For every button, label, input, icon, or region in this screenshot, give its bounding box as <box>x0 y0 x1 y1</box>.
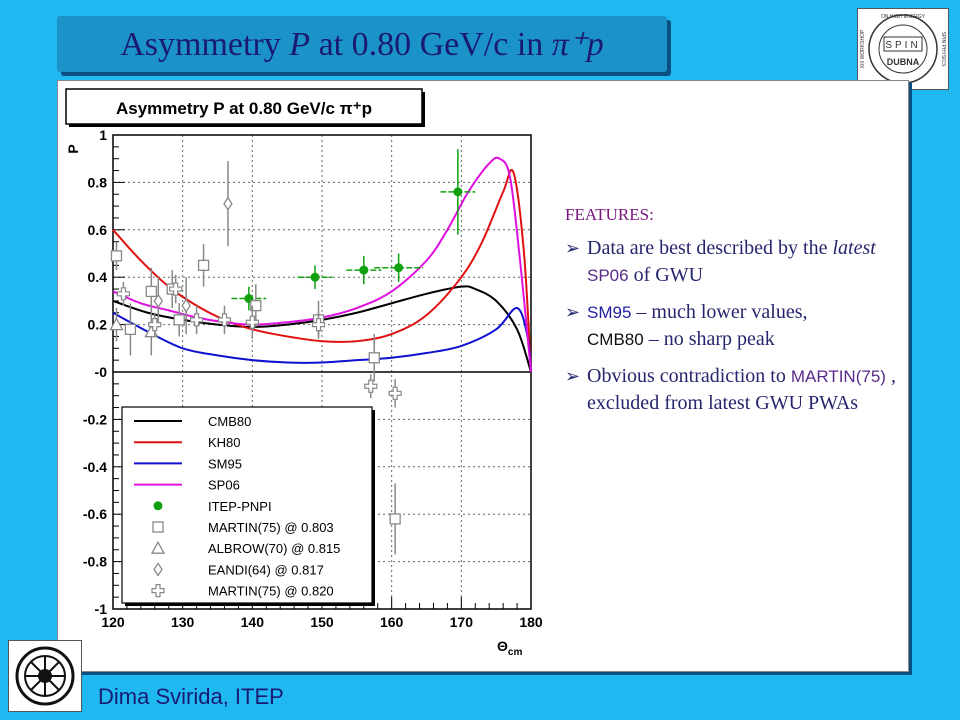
y-tick-label: -1 <box>95 601 108 617</box>
data-point <box>217 313 232 327</box>
asymmetry-chart: Asymmetry P at 0.80 GeV/c π⁺p 120 130 140 1… <box>65 88 543 658</box>
arrow-bullet-icon: ➢ <box>565 366 581 386</box>
data-point <box>109 317 124 331</box>
series-line-kh80 <box>112 168 532 373</box>
itep-logo <box>8 640 82 712</box>
arrow-bullet-icon: ➢ <box>565 238 581 258</box>
x-tick-label: 150 <box>310 614 334 630</box>
svg-text:XIII WORKSHOP: XIII WORKSHOP <box>860 29 866 68</box>
y-tick-label: -0.8 <box>83 554 107 570</box>
features-panel: FEATURES: ➢ Data are best described by t… <box>565 205 905 426</box>
y-tick-label: -0 <box>95 364 108 380</box>
legend-label: MARTIN(75) @ 0.820 <box>208 584 334 599</box>
data-point <box>181 298 191 313</box>
data-point <box>124 323 137 335</box>
arrow-bullet-icon: ➢ <box>565 302 581 322</box>
data-point <box>151 584 165 598</box>
data-point <box>150 540 166 554</box>
data-point <box>145 285 157 298</box>
data-point <box>389 513 401 525</box>
data-point <box>173 314 185 326</box>
data-point <box>453 187 463 197</box>
legend-label: ALBROW(70) @ 0.815 <box>208 541 340 556</box>
feature-item-3: ➢ Obvious contradiction to MARTIN(75) , … <box>565 365 896 414</box>
y-tick-label: 0.2 <box>88 317 108 333</box>
x-tick-label: 170 <box>450 614 474 630</box>
data-point <box>153 501 163 511</box>
svg-text:ON HIGH ENERGY: ON HIGH ENERGY <box>881 14 926 20</box>
data-point <box>148 318 162 332</box>
x-tick-label: 160 <box>380 614 404 630</box>
x-axis-label: Θcm <box>497 638 522 658</box>
svg-text:SPIN: SPIN <box>885 40 920 51</box>
workshop-logo: SPIN DUBNA ON HIGH ENERGY SPIN PHYSICS X… <box>857 8 949 90</box>
x-tick-label: 180 <box>519 614 543 630</box>
y-tick-label: -0.4 <box>83 459 107 475</box>
x-tick-label: 130 <box>171 614 195 630</box>
chart-title: Asymmetry P at 0.80 GeV/c π⁺p <box>116 99 372 118</box>
data-point <box>250 299 262 312</box>
data-point <box>311 318 326 332</box>
data-point <box>190 313 204 327</box>
y-axis-label: P <box>65 144 81 153</box>
legend-label: KH80 <box>208 435 241 450</box>
legend-label: CMB80 <box>208 414 251 429</box>
y-tick-label: -0.2 <box>83 411 107 427</box>
data-point <box>153 293 164 309</box>
legend-label: SP06 <box>208 478 240 493</box>
feature-item-2: ➢ SM95 – much lower values, CMB80 – no s… <box>565 301 808 350</box>
data-point <box>116 287 131 301</box>
footer-author: Dima Svirida, ITEP <box>98 684 284 709</box>
data-point <box>197 259 210 272</box>
slide-title-bar: Asymmetry P at 0.80 GeV/c in π⁺p <box>57 16 667 72</box>
legend-label: ITEP-PNPI <box>208 499 272 514</box>
data-point <box>223 196 233 211</box>
data-point <box>110 250 123 262</box>
legend-label: EANDI(64) @ 0.817 <box>208 562 324 577</box>
legend-box <box>121 406 373 604</box>
x-tick-label: 140 <box>241 614 265 630</box>
y-tick-label: 0.4 <box>88 269 108 285</box>
plot-panel: Asymmetry P at 0.80 GeV/c π⁺p 120 130 140 1… <box>57 80 909 672</box>
svg-text:SPIN PHYSICS: SPIN PHYSICS <box>940 31 946 67</box>
series-line-sm95 <box>112 307 532 373</box>
data-point <box>359 265 369 275</box>
data-point <box>169 282 183 296</box>
data-point <box>152 521 164 533</box>
x-tick-label: 120 <box>101 614 125 630</box>
y-tick-label: 0.6 <box>88 222 108 238</box>
svg-text:DUBNA: DUBNA <box>887 57 920 67</box>
data-point <box>364 379 378 393</box>
data-point <box>394 263 404 273</box>
legend-label: MARTIN(75) @ 0.803 <box>208 520 334 535</box>
data-point <box>245 315 259 329</box>
data-point <box>388 386 402 400</box>
data-point <box>310 272 320 282</box>
slide-title: Asymmetry P at 0.80 GeV/c in π⁺p <box>120 26 604 63</box>
y-tick-label: 1 <box>99 127 107 143</box>
y-tick-label: 0.8 <box>88 174 108 190</box>
series-line-sp06 <box>112 156 532 373</box>
features-heading: FEATURES: <box>565 205 654 224</box>
data-point <box>368 352 380 364</box>
legend-label: SM95 <box>208 456 242 471</box>
y-tick-label: -0.6 <box>83 506 107 522</box>
feature-item-1: ➢ Data are best described by the latest … <box>565 237 876 286</box>
data-point <box>153 562 163 577</box>
